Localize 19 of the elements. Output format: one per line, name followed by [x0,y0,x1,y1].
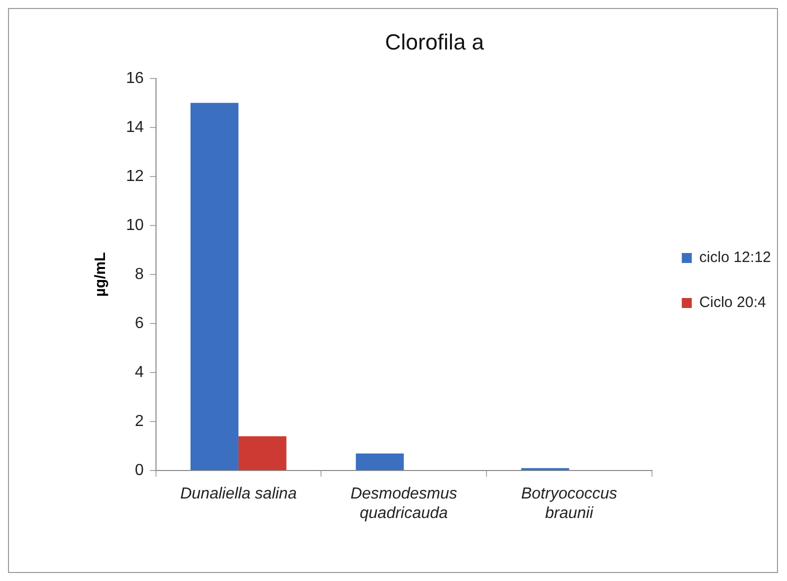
bar [238,436,286,470]
y-tick-label: 16 [126,70,144,87]
y-tick-label: 10 [126,216,144,234]
y-tick-label: 2 [134,412,144,430]
bar [190,102,238,470]
y-tick-label: 14 [126,118,144,136]
y-tick-label: 6 [134,314,144,332]
legend-label: ciclo 12:12 [699,249,772,266]
bar [356,453,404,470]
y-tick-label: 0 [134,462,144,480]
y-axis-title: µg/mL [92,252,110,297]
legend-label: Ciclo 20:4 [699,294,766,312]
y-tick-label: 8 [134,266,144,283]
x-tick-label: Botryococcus braunii [521,486,618,522]
y-tick-label: 12 [126,168,144,185]
x-tick-label: Dunaliella salina [180,486,297,503]
chart-title: Clorofila a [384,29,485,54]
x-tick-label: Desmodesmus quadricauda [350,486,458,522]
y-tick-label: 4 [134,364,144,381]
